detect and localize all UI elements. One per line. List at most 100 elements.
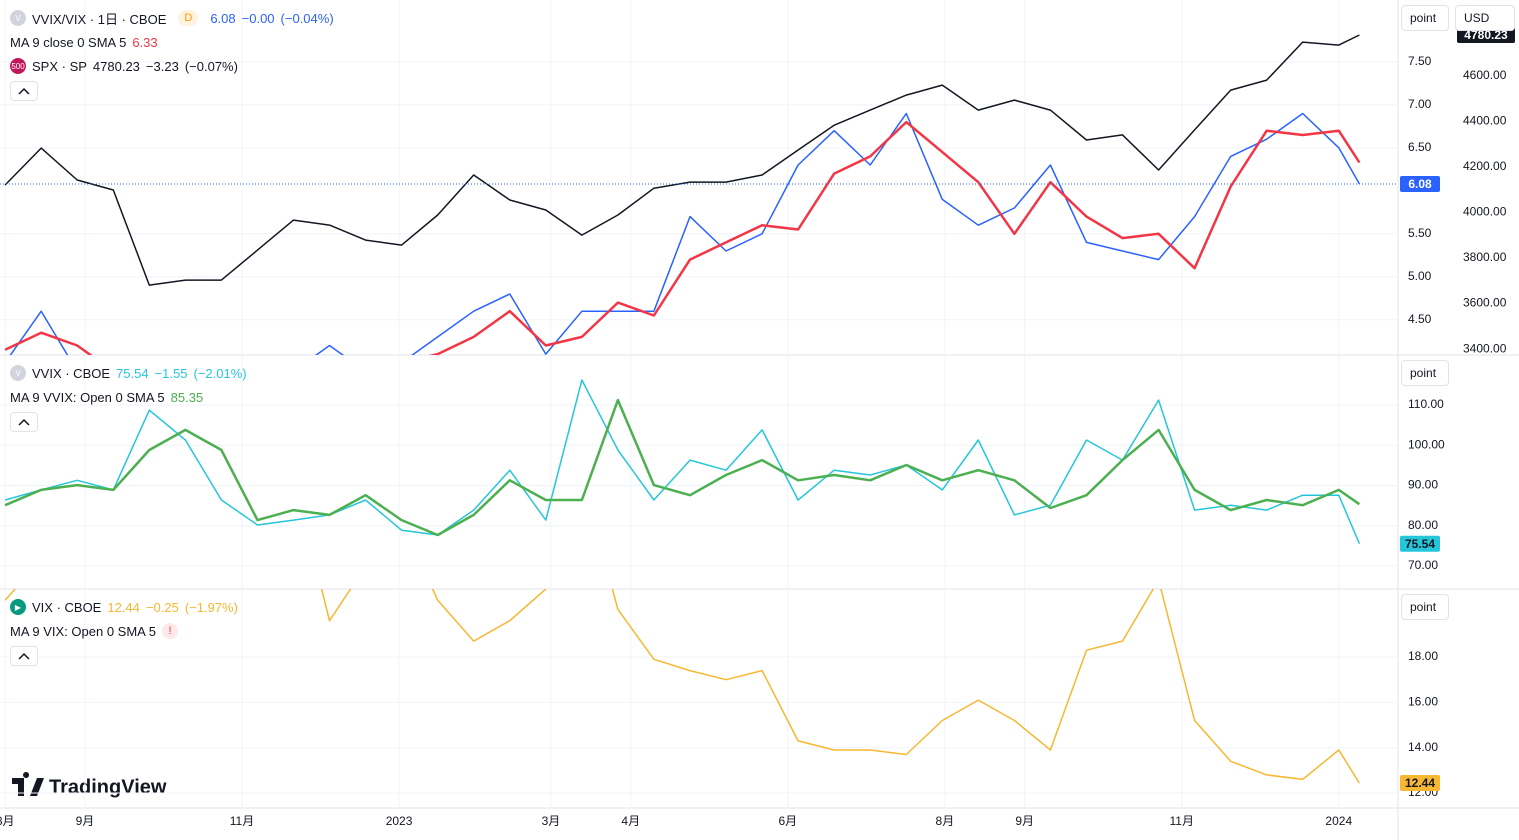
series-icon: V (10, 365, 26, 381)
legend-row: V VVIX/VIX · 1日 · CBOE D 6.08 −0.00 (−0.04%) (10, 6, 334, 30)
chevron (18, 418, 30, 426)
y-tick-label: 4600.00 (1463, 68, 1507, 82)
scale-mode-button[interactable]: point (1401, 360, 1449, 386)
price-label: 6.08 (1408, 177, 1432, 191)
y-tick-label: 6.50 (1408, 140, 1432, 154)
series-name: VVIX · CBOE (32, 365, 111, 381)
series-value: 12.44 (107, 599, 140, 615)
logo-icon (12, 772, 44, 796)
y-tick-label: 3600.00 (1463, 296, 1507, 310)
series-change-pct: (−2.01%) (193, 365, 247, 381)
legend: V VVIX/VIX · 1日 · CBOE D 6.08 −0.00 (−0.04%) M… (10, 6, 334, 101)
x-tick-label: 4月 (621, 814, 640, 828)
series-name: MA 9 close 0 SMA 5 (10, 34, 127, 50)
y-tick-label: 7.50 (1408, 54, 1432, 68)
y-tick-label: 16.00 (1408, 695, 1438, 709)
y-tick-label: 100.00 (1408, 437, 1445, 451)
indicator-name: MA 9 VIX: Open 0 SMA 5 (10, 623, 156, 639)
legend-row: MA 9 VVIX: Open 0 SMA 5 85.35 (10, 385, 247, 409)
y-tick-label: 4200.00 (1463, 159, 1507, 173)
series-line (4, 120, 1361, 355)
series-icon: 500 (10, 58, 26, 74)
series-group (4, 379, 1361, 544)
scale-mode-button[interactable]: point (1401, 5, 1449, 31)
collapse-button[interactable] (10, 81, 38, 101)
legend: V VVIX · CBOE 75.54 −1.55 (−2.01%) MA 9 VVIX:… (10, 361, 247, 432)
y-tick-label: 4000.00 (1463, 205, 1507, 219)
legend-row: MA 9 close 0 SMA 5 6.33 (10, 30, 334, 54)
price-label: 12.44 (1405, 776, 1435, 790)
y-tick-label: 70.00 (1408, 558, 1438, 572)
series-line (4, 379, 1361, 544)
y-tick-label: 3800.00 (1463, 250, 1507, 264)
series-change: −0.25 (145, 599, 179, 615)
legend-row: V VVIX · CBOE 75.54 −1.55 (−2.01%) (10, 361, 247, 385)
x-tick-label: 2023 (386, 814, 413, 828)
chevron (18, 87, 30, 95)
price-label: 4780.23 (1464, 28, 1508, 42)
series-line (4, 589, 1361, 784)
x-tick-label: 8月 (0, 814, 14, 828)
series-value: 75.54 (116, 365, 149, 381)
y-tick-label: 3400.00 (1463, 341, 1507, 355)
y-tick-label: 5.50 (1408, 226, 1432, 240)
series-line (4, 398, 1361, 537)
series-group (4, 34, 1361, 355)
series-value: 6.08 (210, 10, 236, 26)
x-tick-label: 11月 (230, 814, 254, 828)
y-tick-label: 4400.00 (1463, 114, 1507, 128)
x-tick-label: 11月 (1170, 814, 1194, 828)
scale-mode-button[interactable]: point (1401, 594, 1449, 620)
series-change-pct: (−0.07%) (184, 58, 238, 74)
interval-badge: D (178, 10, 199, 26)
series-change: −1.55 (154, 365, 188, 381)
y-tick-label: 18.00 (1408, 649, 1438, 663)
series-name: MA 9 VVIX: Open 0 SMA 5 (10, 389, 165, 405)
x-tick-label: 6月 (778, 814, 797, 828)
series-change-pct: (−1.97%) (184, 599, 238, 615)
series-value: 4780.23 (92, 58, 140, 74)
series-name: SPX · SP (32, 58, 87, 74)
series-icon: ▶ (10, 599, 26, 615)
x-tick-label: 2024 (1325, 814, 1352, 828)
legend-row: 500 SPX · SP 4780.23 −3.23 (−0.07%) (10, 54, 334, 78)
series-change: −3.23 (145, 58, 179, 74)
currency-label: USD (1464, 11, 1490, 25)
y-tick-label: 5.00 (1408, 269, 1432, 283)
currency-button[interactable]: USD (1455, 5, 1515, 31)
series-group (4, 589, 1361, 784)
y-tick-label: 110.00 (1408, 397, 1444, 411)
series-icon: V (10, 10, 26, 26)
series-line (9, 112, 1361, 355)
x-tick-label: 3月 (542, 814, 561, 828)
price-label-box (1400, 775, 1440, 792)
y-tick-label: 14.00 (1408, 740, 1438, 754)
series-value: 6.33 (132, 34, 158, 50)
logo-text: TradingView (49, 776, 167, 798)
legend-row: MA 9 VIX: Open 0 SMA 5! (10, 619, 238, 643)
logo: TradingView (12, 772, 167, 798)
x-tick-label: 9月 (1015, 814, 1034, 828)
y-tick-label: 80.00 (1408, 518, 1438, 532)
series-line (4, 34, 1360, 286)
price-label-box (1400, 535, 1440, 552)
y-tick-label: 4.50 (1408, 312, 1432, 326)
chevron (18, 652, 30, 660)
series-value: 85.35 (170, 389, 204, 405)
y-tick-label: 7.00 (1408, 97, 1432, 111)
series-change-pct: (−0.04%) (280, 10, 334, 26)
x-tick-label: 8月 (936, 814, 955, 828)
indicator-status: ! (161, 623, 178, 639)
x-tick-label: 9月 (76, 814, 95, 828)
price-label-box (1400, 175, 1440, 192)
legend: ▶ VIX · CBOE 12.44 −0.25 (−1.97%) MA 9 VIX: O… (10, 595, 238, 666)
collapse-button[interactable] (10, 646, 38, 666)
y-tick-label: 90.00 (1408, 478, 1438, 492)
price-label: 75.54 (1405, 537, 1435, 551)
series-change: −0.00 (241, 10, 275, 26)
legend-row: ▶ VIX · CBOE 12.44 −0.25 (−1.97%) (10, 595, 238, 619)
collapse-button[interactable] (10, 412, 38, 432)
series-name: VVIX/VIX · 1日 · CBOE (32, 11, 167, 27)
